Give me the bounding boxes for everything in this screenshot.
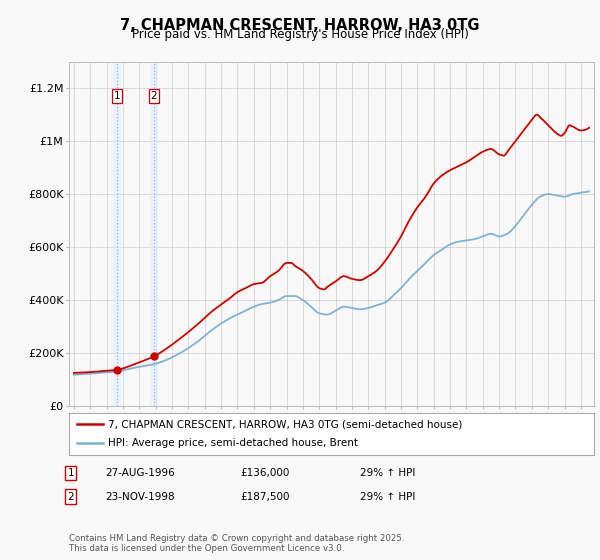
Text: 1: 1 <box>114 91 121 101</box>
Text: £187,500: £187,500 <box>240 492 290 502</box>
Text: HPI: Average price, semi-detached house, Brent: HPI: Average price, semi-detached house,… <box>109 438 358 449</box>
Text: 7, CHAPMAN CRESCENT, HARROW, HA3 0TG: 7, CHAPMAN CRESCENT, HARROW, HA3 0TG <box>120 18 480 33</box>
Text: 2: 2 <box>151 91 157 101</box>
Text: Contains HM Land Registry data © Crown copyright and database right 2025.
This d: Contains HM Land Registry data © Crown c… <box>69 534 404 553</box>
Text: Price paid vs. HM Land Registry's House Price Index (HPI): Price paid vs. HM Land Registry's House … <box>131 28 469 41</box>
Text: 23-NOV-1998: 23-NOV-1998 <box>105 492 175 502</box>
Bar <box>150 62 158 406</box>
Text: £136,000: £136,000 <box>240 468 289 478</box>
Text: 2: 2 <box>67 492 74 502</box>
Text: 29% ↑ HPI: 29% ↑ HPI <box>360 492 415 502</box>
Bar <box>113 62 121 406</box>
Text: 29% ↑ HPI: 29% ↑ HPI <box>360 468 415 478</box>
Text: 1: 1 <box>67 468 74 478</box>
Text: 7, CHAPMAN CRESCENT, HARROW, HA3 0TG (semi-detached house): 7, CHAPMAN CRESCENT, HARROW, HA3 0TG (se… <box>109 419 463 429</box>
Text: 27-AUG-1996: 27-AUG-1996 <box>105 468 175 478</box>
